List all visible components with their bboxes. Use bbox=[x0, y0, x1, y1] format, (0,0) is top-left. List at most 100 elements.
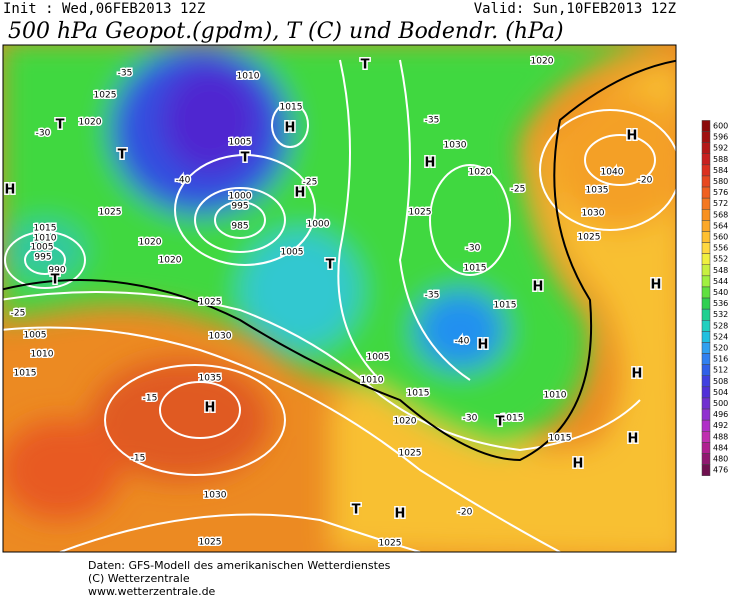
colorbar-label: 484 bbox=[713, 443, 728, 452]
contour-label: 1030 bbox=[582, 209, 605, 219]
pressure-center: H bbox=[5, 183, 16, 198]
colorbar-swatch bbox=[701, 353, 711, 365]
colorbar-label: 480 bbox=[713, 455, 728, 464]
pressure-center: T bbox=[352, 503, 361, 518]
contour-label: 1030 bbox=[209, 332, 232, 342]
contour-label: -40 bbox=[455, 337, 470, 347]
contour-label: 995 bbox=[231, 202, 248, 212]
contour-label: 1000 bbox=[307, 220, 330, 230]
colorbar-label: 560 bbox=[713, 233, 728, 242]
contour-label: 1025 bbox=[199, 298, 222, 308]
colorbar-swatch bbox=[701, 164, 711, 177]
contour-label: -20 bbox=[458, 508, 473, 518]
colorbar-swatch bbox=[701, 175, 711, 188]
contour-label: 1020 bbox=[531, 57, 554, 67]
colorbar-label: 512 bbox=[713, 366, 728, 375]
contour-label: -35 bbox=[425, 116, 440, 126]
colorbar-label: 584 bbox=[713, 166, 728, 175]
contour-label: -35 bbox=[118, 69, 133, 79]
colorbar-swatch bbox=[701, 408, 711, 421]
colorbar-swatch bbox=[701, 220, 711, 232]
init-time: Init : Wed,06FEB2013 12Z bbox=[3, 1, 205, 17]
pressure-center: H bbox=[478, 338, 489, 353]
contour-label: -30 bbox=[466, 244, 481, 254]
contour-label: -25 bbox=[303, 178, 318, 188]
pressure-center: H bbox=[573, 457, 584, 472]
colorbar-label: 528 bbox=[713, 321, 728, 330]
contour-label: 1020 bbox=[469, 168, 492, 178]
pressure-center: T bbox=[51, 273, 60, 288]
contour-label: 1025 bbox=[409, 208, 432, 218]
pressure-center: H bbox=[627, 129, 638, 144]
colorbar-label: 556 bbox=[713, 244, 728, 253]
pressure-center: H bbox=[205, 401, 216, 416]
colorbar-swatch bbox=[701, 386, 711, 399]
contour-label: 1025 bbox=[99, 208, 122, 218]
colorbar-label: 576 bbox=[713, 188, 728, 197]
contour-label: 1010 bbox=[34, 234, 57, 244]
contour-label: 1005 bbox=[281, 248, 304, 258]
colorbar-label: 536 bbox=[713, 299, 728, 308]
contour-label: 1020 bbox=[159, 256, 182, 266]
contour-label: 995 bbox=[34, 253, 51, 263]
colorbar-label: 600 bbox=[713, 122, 728, 131]
contour-label: 1015 bbox=[407, 389, 430, 399]
contour-label: 1000 bbox=[229, 192, 252, 202]
contour-label: -40 bbox=[176, 176, 191, 186]
colorbar-label: 540 bbox=[713, 288, 728, 297]
pressure-center: H bbox=[295, 186, 306, 201]
contour-label: 1015 bbox=[464, 264, 487, 274]
colorbar-swatch bbox=[701, 264, 711, 277]
colorbar-swatch bbox=[701, 431, 711, 443]
contour-label: -30 bbox=[463, 414, 478, 424]
contour-label: 1025 bbox=[578, 233, 601, 243]
colorbar-swatch bbox=[701, 442, 711, 454]
contour-label: -15 bbox=[131, 454, 146, 464]
colorbar: 600 596 592 588 584 580 576 572 568 564 560 556 552 5… bbox=[701, 120, 728, 476]
pressure-center: T bbox=[361, 58, 370, 73]
colorbar-swatch bbox=[701, 419, 711, 432]
colorbar-swatch bbox=[701, 242, 711, 254]
colorbar-swatch bbox=[701, 209, 711, 221]
contour-label: 1020 bbox=[139, 238, 162, 248]
footer-line: www.wetterzentrale.de bbox=[88, 585, 216, 598]
contour-label: 1030 bbox=[444, 141, 467, 151]
valid-time: Valid: Sun,10FEB2013 12Z bbox=[474, 1, 676, 17]
colorbar-label: 596 bbox=[713, 133, 728, 142]
colorbar-label: 592 bbox=[713, 144, 728, 153]
colorbar-label: 548 bbox=[713, 266, 728, 275]
colorbar-label: 476 bbox=[713, 466, 728, 475]
contour-label: 1010 bbox=[237, 72, 260, 82]
colorbar-swatch bbox=[701, 453, 711, 465]
contour-label: 1010 bbox=[361, 376, 384, 386]
contour-label: 985 bbox=[231, 222, 248, 232]
colorbar-label: 488 bbox=[713, 432, 728, 441]
colorbar-label: 568 bbox=[713, 210, 728, 219]
colorbar-swatch bbox=[701, 375, 711, 388]
colorbar-swatch bbox=[701, 253, 711, 265]
map-frame bbox=[2, 44, 677, 553]
colorbar-swatch bbox=[701, 308, 711, 321]
pressure-center: T bbox=[496, 415, 505, 430]
colorbar-label: 524 bbox=[713, 332, 728, 341]
pressure-center: T bbox=[241, 151, 250, 166]
colorbar-swatch bbox=[701, 364, 711, 376]
colorbar-label: 508 bbox=[713, 377, 728, 386]
colorbar-label: 572 bbox=[713, 199, 728, 208]
contour-label: 1020 bbox=[394, 417, 417, 427]
contour-label: 1010 bbox=[31, 350, 54, 360]
contour-label: 1020 bbox=[79, 118, 102, 128]
colorbar-swatch bbox=[701, 275, 711, 288]
colorbar-swatch bbox=[701, 397, 711, 410]
contour-label: 1025 bbox=[379, 539, 402, 549]
colorbar-label: 496 bbox=[713, 410, 728, 419]
colorbar-swatch bbox=[701, 153, 711, 166]
contour-label: 1040 bbox=[601, 168, 624, 178]
pressure-center: H bbox=[395, 507, 406, 522]
map-title: 500 hPa Geopot.(gpdm), T (C) und Bodendr… bbox=[8, 19, 564, 44]
pressure-center: T bbox=[118, 148, 127, 163]
contour-label: 1015 bbox=[501, 414, 524, 424]
pressure-center: H bbox=[651, 278, 662, 293]
pressure-center: H bbox=[628, 432, 639, 447]
